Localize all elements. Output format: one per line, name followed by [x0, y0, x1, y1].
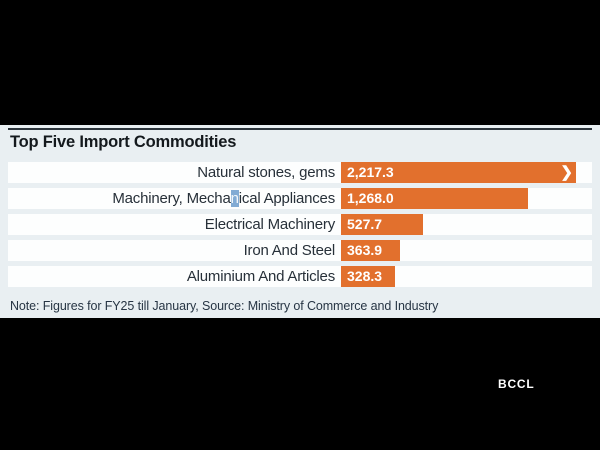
bar-label: Electrical Machinery: [204, 216, 335, 233]
bar-value: 363.9: [347, 242, 383, 258]
source-note: Note: Figures for FY25 till January, Sou…: [10, 299, 439, 313]
selected-character-highlight: n: [230, 190, 239, 207]
chevron-right-icon: ❯: [560, 164, 573, 181]
top-rule-divider: [8, 128, 592, 130]
chart-row: Iron And Steel 363.9: [8, 240, 592, 261]
bar-label: Iron And Steel: [243, 242, 336, 259]
chart-row: Machinery, Mechanical Appliances 1,268.0: [8, 188, 592, 209]
bar: 2,217.3 ❯: [341, 162, 576, 183]
bar: 1,268.0: [341, 188, 528, 209]
chart-row: Natural stones, gems 2,217.3 ❯: [8, 162, 592, 183]
chart-card: Top Five Import Commodities Natural ston…: [0, 125, 600, 318]
bar-value: 527.7: [347, 216, 383, 232]
bar-label: Natural stones, gems: [197, 164, 335, 181]
chart-row: Electrical Machinery 527.7: [8, 214, 592, 235]
bar: 527.7: [341, 214, 423, 235]
bar-label: Machinery, Mechanical Appliances: [112, 190, 335, 207]
bar: 363.9: [341, 240, 400, 261]
bar-value: 1,268.0: [347, 190, 394, 206]
bar-rows-container: Natural stones, gems 2,217.3 ❯ Machinery, M…: [8, 162, 592, 292]
bar-value: 2,217.3: [347, 164, 394, 180]
bar-value: 328.3: [347, 268, 383, 284]
bccl-watermark: BCCL: [498, 377, 535, 391]
chart-title: Top Five Import Commodities: [10, 133, 237, 151]
chart-row: Aluminium And Articles 328.3: [8, 266, 592, 287]
bar-label: Aluminium And Articles: [186, 268, 335, 285]
bar: 328.3: [341, 266, 395, 287]
